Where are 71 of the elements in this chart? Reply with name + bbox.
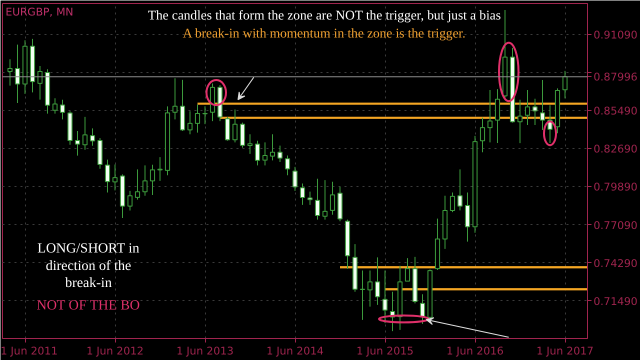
candlestick (277, 145, 283, 163)
candlestick (172, 78, 178, 120)
candlestick (150, 164, 156, 196)
candlestick (247, 134, 253, 154)
candlestick (314, 178, 320, 220)
candlestick (367, 270, 373, 308)
x-tick-label: 1 Jun 2016 (446, 344, 504, 358)
candlestick (224, 116, 230, 142)
candlestick (404, 258, 410, 282)
annotation: The candles that form the zone are NOT the trigger, but just a bias (148, 8, 501, 22)
annotation: LONG/SHORT in direction of the break-in (37, 242, 140, 291)
x-tick-label: 1 Jun 2014 (266, 344, 324, 358)
candlestick (532, 98, 538, 126)
candlestick (300, 182, 306, 206)
candlestick (74, 130, 80, 156)
candlestick (322, 180, 328, 220)
candlestick (540, 80, 546, 131)
candlestick (112, 164, 118, 191)
x-tick-label: 1 Jun 2017 (536, 344, 594, 358)
candlestick (450, 192, 456, 213)
candlestick (240, 122, 246, 148)
candlestick (104, 159, 110, 193)
y-tick-label: 0.91090 (594, 28, 638, 42)
candlestick (134, 168, 140, 200)
candlestick (187, 110, 193, 135)
candlestick (180, 79, 186, 132)
candlestick (254, 140, 260, 166)
candlestick (52, 98, 58, 114)
candlestick (90, 128, 96, 146)
chart-title: EURGBP, MN (6, 6, 74, 18)
y-tick-label: 0.71490 (594, 294, 638, 308)
candlestick (157, 156, 163, 182)
annotation: NOT OF THE BO (36, 298, 140, 314)
candlestick (562, 70, 568, 99)
candlestick (194, 104, 200, 134)
candlestick (82, 116, 88, 150)
candlestick (480, 117, 486, 153)
candlestick (7, 58, 13, 86)
candlestick (487, 89, 493, 143)
candlestick (517, 99, 523, 144)
candlestick (142, 164, 148, 196)
x-tick-label: 1 Jun 2011 (0, 344, 58, 358)
x-tick-label: 1 Jun 2012 (86, 344, 144, 358)
candlestick (60, 99, 66, 120)
candlestick (127, 190, 133, 211)
candlestick (374, 256, 380, 306)
candlestick (330, 181, 336, 216)
y-tick-label: 0.79890 (594, 180, 638, 194)
ref-line-label: 0.87996 (594, 70, 638, 84)
y-tick-label: 0.85490 (594, 104, 638, 118)
candlestick (202, 106, 208, 125)
candlestick (382, 270, 388, 324)
y-tick-label: 0.77090 (594, 218, 638, 232)
candlestick (270, 134, 276, 161)
candlestick (14, 44, 20, 104)
candlestick (284, 155, 290, 176)
candlestick (457, 168, 463, 211)
candlestick (307, 191, 313, 206)
candlestick (37, 65, 43, 100)
y-tick-label: 0.74290 (594, 256, 638, 270)
candlestick (262, 142, 268, 166)
candlestick (464, 192, 470, 242)
annotation: A break-in with momentum in the zone is the trigger. (182, 26, 466, 40)
candlestick (494, 88, 500, 144)
candlestick (232, 109, 238, 143)
x-tick-label: 1 Jun 2013 (176, 344, 234, 358)
candlestick (524, 89, 530, 126)
candlestick (360, 270, 366, 320)
candlestick (292, 166, 298, 192)
x-tick-label: 1 Jun 2015 (356, 344, 414, 358)
y-tick-label: 0.82690 (594, 142, 638, 156)
